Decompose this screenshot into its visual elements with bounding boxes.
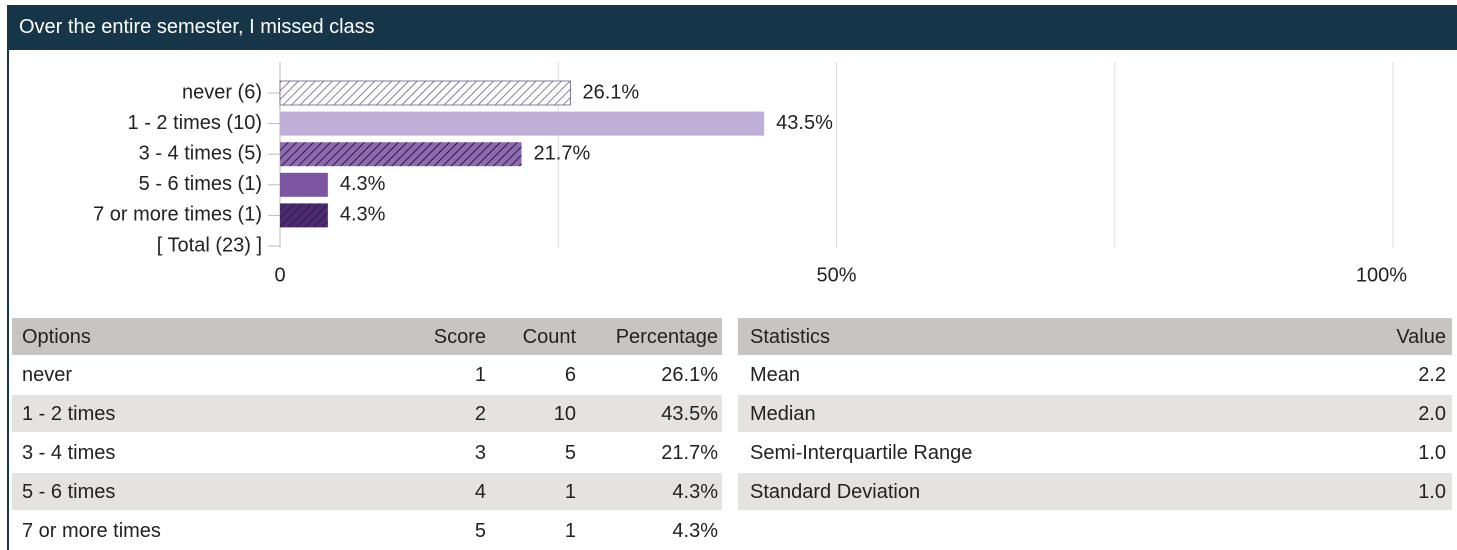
cell: 26.1%	[661, 364, 718, 386]
cell: 4.3%	[672, 520, 718, 542]
cell: never	[22, 364, 73, 386]
cell: 2.2	[1418, 364, 1446, 386]
cell: Standard Deviation	[750, 481, 921, 503]
y-tick-label: [ Total (23) ]	[157, 234, 262, 256]
y-tick-label: 7 or more times (1)	[93, 204, 262, 226]
table-row: 5 - 6 times 4 1 4.3%	[12, 473, 722, 511]
cell: 1	[474, 364, 486, 386]
cell: 1	[564, 520, 576, 542]
cell: 43.5%	[661, 403, 718, 425]
y-tick-label: 1 - 2 times (10)	[128, 112, 262, 134]
bar	[280, 172, 328, 197]
cell: Statistics	[750, 326, 831, 348]
table-row: never 1 6 26.1%	[12, 356, 722, 394]
x-tick-label: 50%	[816, 264, 856, 286]
cell: 1	[564, 481, 576, 503]
cell: 3	[474, 442, 486, 464]
cell: Score	[433, 326, 486, 348]
value-label: 4.3%	[340, 204, 386, 226]
value-label: 26.1%	[582, 81, 639, 103]
cell: 10	[553, 403, 576, 425]
table-row: Mean 2.2	[738, 356, 1452, 394]
bar	[280, 111, 765, 136]
table-row: Standard Deviation 1.0	[738, 473, 1452, 511]
value-label: 21.7%	[534, 142, 591, 164]
header-row: Options Score Count Percentage	[12, 318, 722, 356]
cell: Options	[22, 326, 91, 348]
bar	[280, 203, 328, 228]
value-label: 4.3%	[340, 173, 386, 195]
cell: 3 - 4 times	[22, 442, 116, 464]
cell: 4.3%	[672, 481, 718, 503]
header-row: Statistics Value	[738, 318, 1452, 356]
y-tick-label: 5 - 6 times (1)	[139, 173, 262, 195]
cell: 1 - 2 times	[22, 403, 116, 425]
cell: 5	[474, 520, 486, 542]
bar	[279, 80, 571, 106]
table-row: 7 or more times 5 1 4.3%	[12, 512, 722, 550]
x-tick-label: 0	[274, 264, 285, 286]
cell: Median	[750, 403, 816, 425]
y-tick-label: never (6)	[182, 81, 262, 103]
cell: 2	[474, 403, 486, 425]
bar	[280, 142, 522, 167]
cell: Semi-Interquartile Range	[750, 442, 973, 464]
cell: Count	[522, 326, 576, 348]
chart: 0 50% 100% never (6) 26.1% 1 - 2 times (10) 43…	[93, 62, 1407, 286]
value-label: 43.5%	[776, 112, 833, 134]
x-tick-label: 100%	[1356, 264, 1407, 286]
cell: 2.0	[1418, 403, 1446, 425]
cell: 5	[564, 442, 576, 464]
cell: 6	[564, 364, 576, 386]
table-row: Median 2.0	[738, 395, 1452, 433]
table-row: 3 - 4 times 3 5 21.7%	[12, 434, 722, 472]
cell: 21.7%	[661, 442, 718, 464]
cell: 7 or more times	[22, 520, 161, 542]
cell: 5 - 6 times	[22, 481, 116, 503]
cell: 1.0	[1418, 442, 1446, 464]
cell: Mean	[750, 364, 801, 386]
cell: Percentage	[615, 326, 718, 348]
y-tick-label: 3 - 4 times (5)	[139, 142, 262, 164]
table-row: Semi-Interquartile Range 1.0	[738, 434, 1452, 472]
report: Over the entire semester, I missed class…	[7, 5, 1457, 550]
cell: 4	[474, 481, 486, 503]
cell: Value	[1396, 326, 1446, 348]
chart-title: Over the entire semester, I missed class	[9, 5, 1457, 50]
cell: 1.0	[1418, 481, 1446, 503]
table-row: 1 - 2 times 2 10 43.5%	[12, 395, 722, 433]
